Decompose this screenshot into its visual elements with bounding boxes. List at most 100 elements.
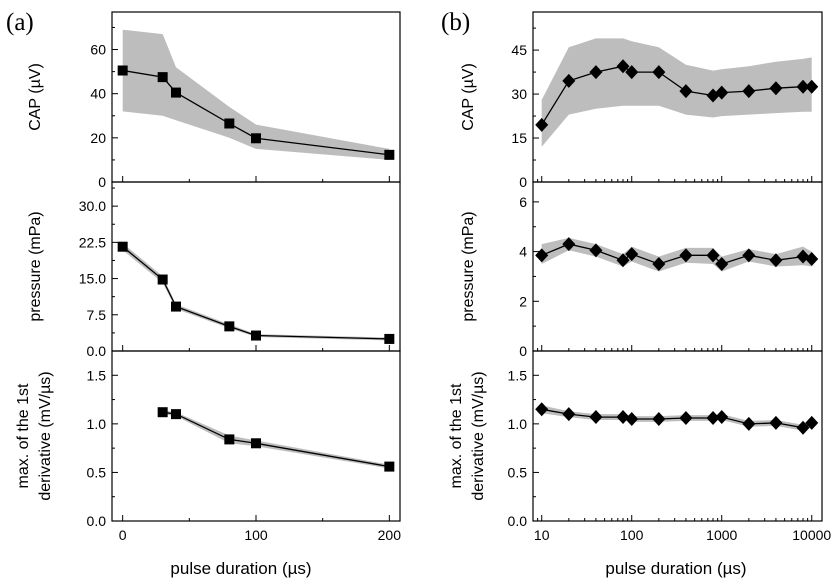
data-point bbox=[117, 241, 128, 252]
data-point bbox=[616, 59, 630, 74]
data-point bbox=[616, 253, 630, 268]
data-point bbox=[589, 65, 603, 80]
data-point bbox=[251, 133, 261, 144]
series-line bbox=[122, 246, 390, 340]
panel-label-b: (b) bbox=[441, 9, 470, 36]
data-point bbox=[384, 333, 395, 344]
subplot-b-row0: 0 15 30 45 CAP (µV) bbox=[460, 11, 823, 190]
y-tick-label: 0 bbox=[98, 174, 106, 190]
data-point bbox=[715, 257, 729, 272]
data-point bbox=[706, 248, 720, 263]
variability-band bbox=[162, 410, 390, 469]
y-axis-label: CAP (µV) bbox=[27, 63, 44, 131]
data-point bbox=[706, 411, 720, 426]
y-tick-label: 30.0 bbox=[79, 198, 106, 214]
x-axis-label-b: pulse duration (µs) bbox=[605, 559, 746, 578]
y-tick-label: 1.0 bbox=[508, 416, 528, 432]
data-point bbox=[742, 84, 756, 99]
y-tick-label: 6 bbox=[519, 194, 527, 210]
data-point bbox=[769, 253, 783, 268]
y-tick-label: 2 bbox=[519, 293, 527, 309]
y-axis-label: pressure (mPa) bbox=[460, 211, 477, 321]
data-point bbox=[562, 407, 576, 422]
data-point bbox=[805, 79, 819, 94]
y-axis-label-line: max. of the 1st bbox=[15, 383, 32, 488]
y-tick-label: 4 bbox=[519, 244, 527, 260]
subplot-a-row2: 0.0 0.5 1.0 1.5 0 100 200 max. of the 1st deriva… bbox=[15, 350, 402, 543]
plot-frame bbox=[111, 181, 401, 352]
y-axis-label-line: derivative (mV/µs) bbox=[470, 371, 487, 500]
y-axis-label-line: max. of the 1st bbox=[448, 383, 465, 488]
y-tick-label: 1.5 bbox=[508, 367, 528, 383]
y-tick-label: 45 bbox=[511, 42, 527, 58]
x-tick-label: 0 bbox=[119, 527, 127, 543]
y-tick-label: 0.0 bbox=[87, 343, 107, 359]
x-tick-label: 10 bbox=[534, 527, 550, 543]
x-tick-label: 200 bbox=[378, 527, 402, 543]
y-tick-label: 60 bbox=[90, 42, 106, 58]
y-axis-label: max. of the 1st derivative (mV/µs) bbox=[448, 371, 487, 500]
subplot-b-row2: 0.0 0.5 1.0 1.5 10 100 1000 10000 max. of the 1s… bbox=[448, 350, 831, 543]
data-point bbox=[224, 118, 235, 129]
data-point bbox=[589, 410, 603, 425]
data-point bbox=[679, 411, 693, 426]
data-point bbox=[625, 412, 639, 426]
data-point bbox=[796, 79, 810, 94]
y-tick-label: 1.5 bbox=[87, 367, 107, 383]
data-point bbox=[679, 84, 693, 99]
data-point bbox=[652, 65, 666, 80]
data-point bbox=[652, 257, 666, 272]
data-point bbox=[742, 416, 756, 431]
plot-frame bbox=[111, 350, 401, 522]
x-tick-label: 100 bbox=[244, 527, 268, 543]
y-tick-label: 0 bbox=[519, 343, 527, 359]
data-point bbox=[589, 243, 603, 258]
y-tick-label: 0.0 bbox=[87, 513, 107, 529]
x-axis-label-a: pulse duration (µs) bbox=[170, 559, 311, 578]
data-point bbox=[805, 415, 819, 430]
data-point bbox=[769, 415, 783, 430]
y-tick-label: 15.0 bbox=[79, 271, 106, 287]
data-point bbox=[625, 247, 639, 262]
y-tick-label: 0 bbox=[519, 174, 527, 190]
data-point bbox=[562, 73, 576, 88]
y-axis-label-line: derivative (mV/µs) bbox=[37, 371, 54, 500]
data-point bbox=[157, 274, 168, 285]
y-tick-label: 0.0 bbox=[508, 513, 528, 529]
data-point bbox=[224, 321, 235, 332]
y-tick-label: 40 bbox=[90, 86, 106, 102]
data-point bbox=[171, 409, 181, 420]
y-axis-label: CAP (µV) bbox=[460, 63, 477, 131]
x-tick-label: 10000 bbox=[792, 527, 831, 543]
data-point bbox=[117, 65, 128, 76]
variability-band bbox=[541, 38, 812, 147]
data-point bbox=[224, 434, 235, 445]
data-point bbox=[805, 252, 819, 267]
data-point bbox=[157, 407, 168, 418]
plot-frame bbox=[532, 350, 823, 522]
data-point bbox=[535, 117, 549, 132]
data-point bbox=[769, 81, 783, 96]
data-point bbox=[562, 237, 576, 252]
data-point bbox=[616, 410, 630, 425]
data-point bbox=[625, 65, 639, 80]
data-point bbox=[251, 330, 261, 341]
data-point bbox=[171, 301, 181, 312]
x-tick-label: 1000 bbox=[706, 527, 737, 543]
y-tick-label: 22.5 bbox=[79, 234, 106, 250]
data-point bbox=[251, 438, 261, 449]
y-tick-label: 0.5 bbox=[87, 464, 107, 480]
y-tick-label: 1.0 bbox=[87, 416, 107, 432]
plot-frame bbox=[532, 181, 823, 352]
data-point bbox=[384, 461, 395, 472]
variability-band bbox=[122, 243, 390, 341]
data-point bbox=[535, 402, 549, 417]
y-tick-label: 15 bbox=[511, 130, 527, 146]
data-point bbox=[679, 248, 693, 263]
variability-band bbox=[541, 237, 812, 272]
series-line bbox=[122, 69, 390, 156]
subplot-a-row1: 0.0 7.5 15.0 22.5 30.0 pressure (mPa) bbox=[27, 181, 401, 359]
y-tick-label: 20 bbox=[90, 130, 106, 146]
data-point bbox=[171, 87, 181, 98]
